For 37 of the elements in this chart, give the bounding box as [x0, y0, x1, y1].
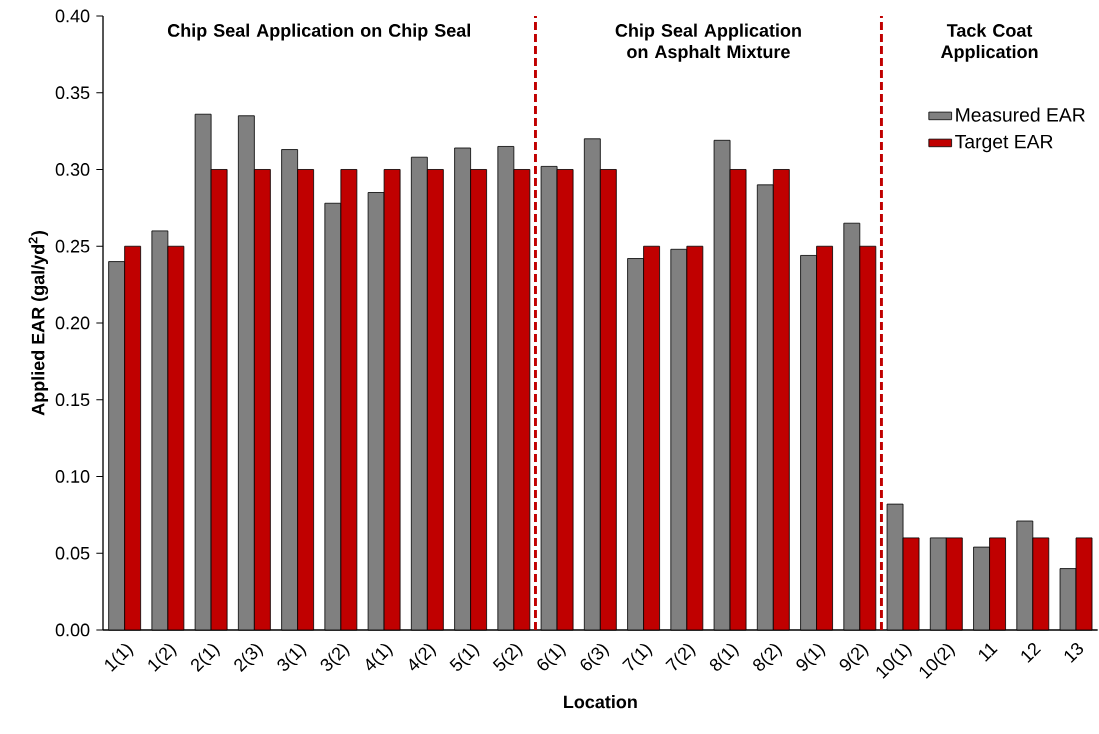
x-tick-label: 5(2): [492, 643, 523, 671]
x-tick-label: 12: [1021, 642, 1042, 663]
annotation: Tack Coat Application: [940, 23, 1038, 62]
annotation: Chip Seal Application on Chip Seal: [167, 23, 470, 41]
x-tick-label: 9(2): [839, 643, 869, 671]
x-tick-label: 13: [1064, 642, 1084, 663]
x-tick-label: 4(2): [409, 643, 437, 671]
y-tick-label: 0.25: [55, 239, 90, 253]
x-tick-label: 3(2): [320, 643, 350, 671]
x-tick-label: 6(3): [580, 643, 610, 671]
y-tick-label: 0.30: [55, 163, 90, 176]
x-tick-label: 6(1): [537, 643, 566, 671]
y-tick-label: 0.20: [55, 316, 90, 330]
legend-label: Measured EAR: [956, 107, 1085, 122]
y-tick-label: 0.00: [55, 623, 90, 637]
x-tick-label: 1(1): [105, 643, 134, 672]
x-tick-label: 7(2): [665, 643, 696, 671]
y-axis-title: Applied EAR (gal/yd$^{2}$): [28, 231, 49, 416]
x-tick-label: 8(2): [753, 643, 783, 671]
x-tick-label: 2(3): [234, 643, 264, 673]
x-tick-label: 7(1): [622, 643, 653, 671]
x-tick-label: 8(1): [709, 643, 739, 671]
annotation: Chip Seal Application on Asphalt Mixture: [615, 23, 801, 62]
x-tick-label: 9(1): [796, 643, 826, 671]
x-tick-label: 4(1): [366, 643, 393, 671]
x-tick-label: 2(1): [191, 643, 220, 673]
x-axis-title: Location: [564, 695, 637, 709]
y-tick-label: 0.05: [55, 546, 90, 560]
legend-label: Target EAR: [955, 134, 1053, 153]
y-tick-label: 0.35: [55, 86, 90, 100]
x-tick-label: 5(1): [449, 643, 480, 671]
x-tick-label: 3(1): [277, 643, 307, 671]
y-tick-label: 0.40: [55, 9, 90, 23]
x-tick-label: 11: [978, 643, 998, 662]
x-tick-label: 1(2): [148, 643, 177, 672]
y-tick-label: 0.15: [55, 393, 90, 407]
y-tick-label: 0.10: [55, 470, 90, 483]
